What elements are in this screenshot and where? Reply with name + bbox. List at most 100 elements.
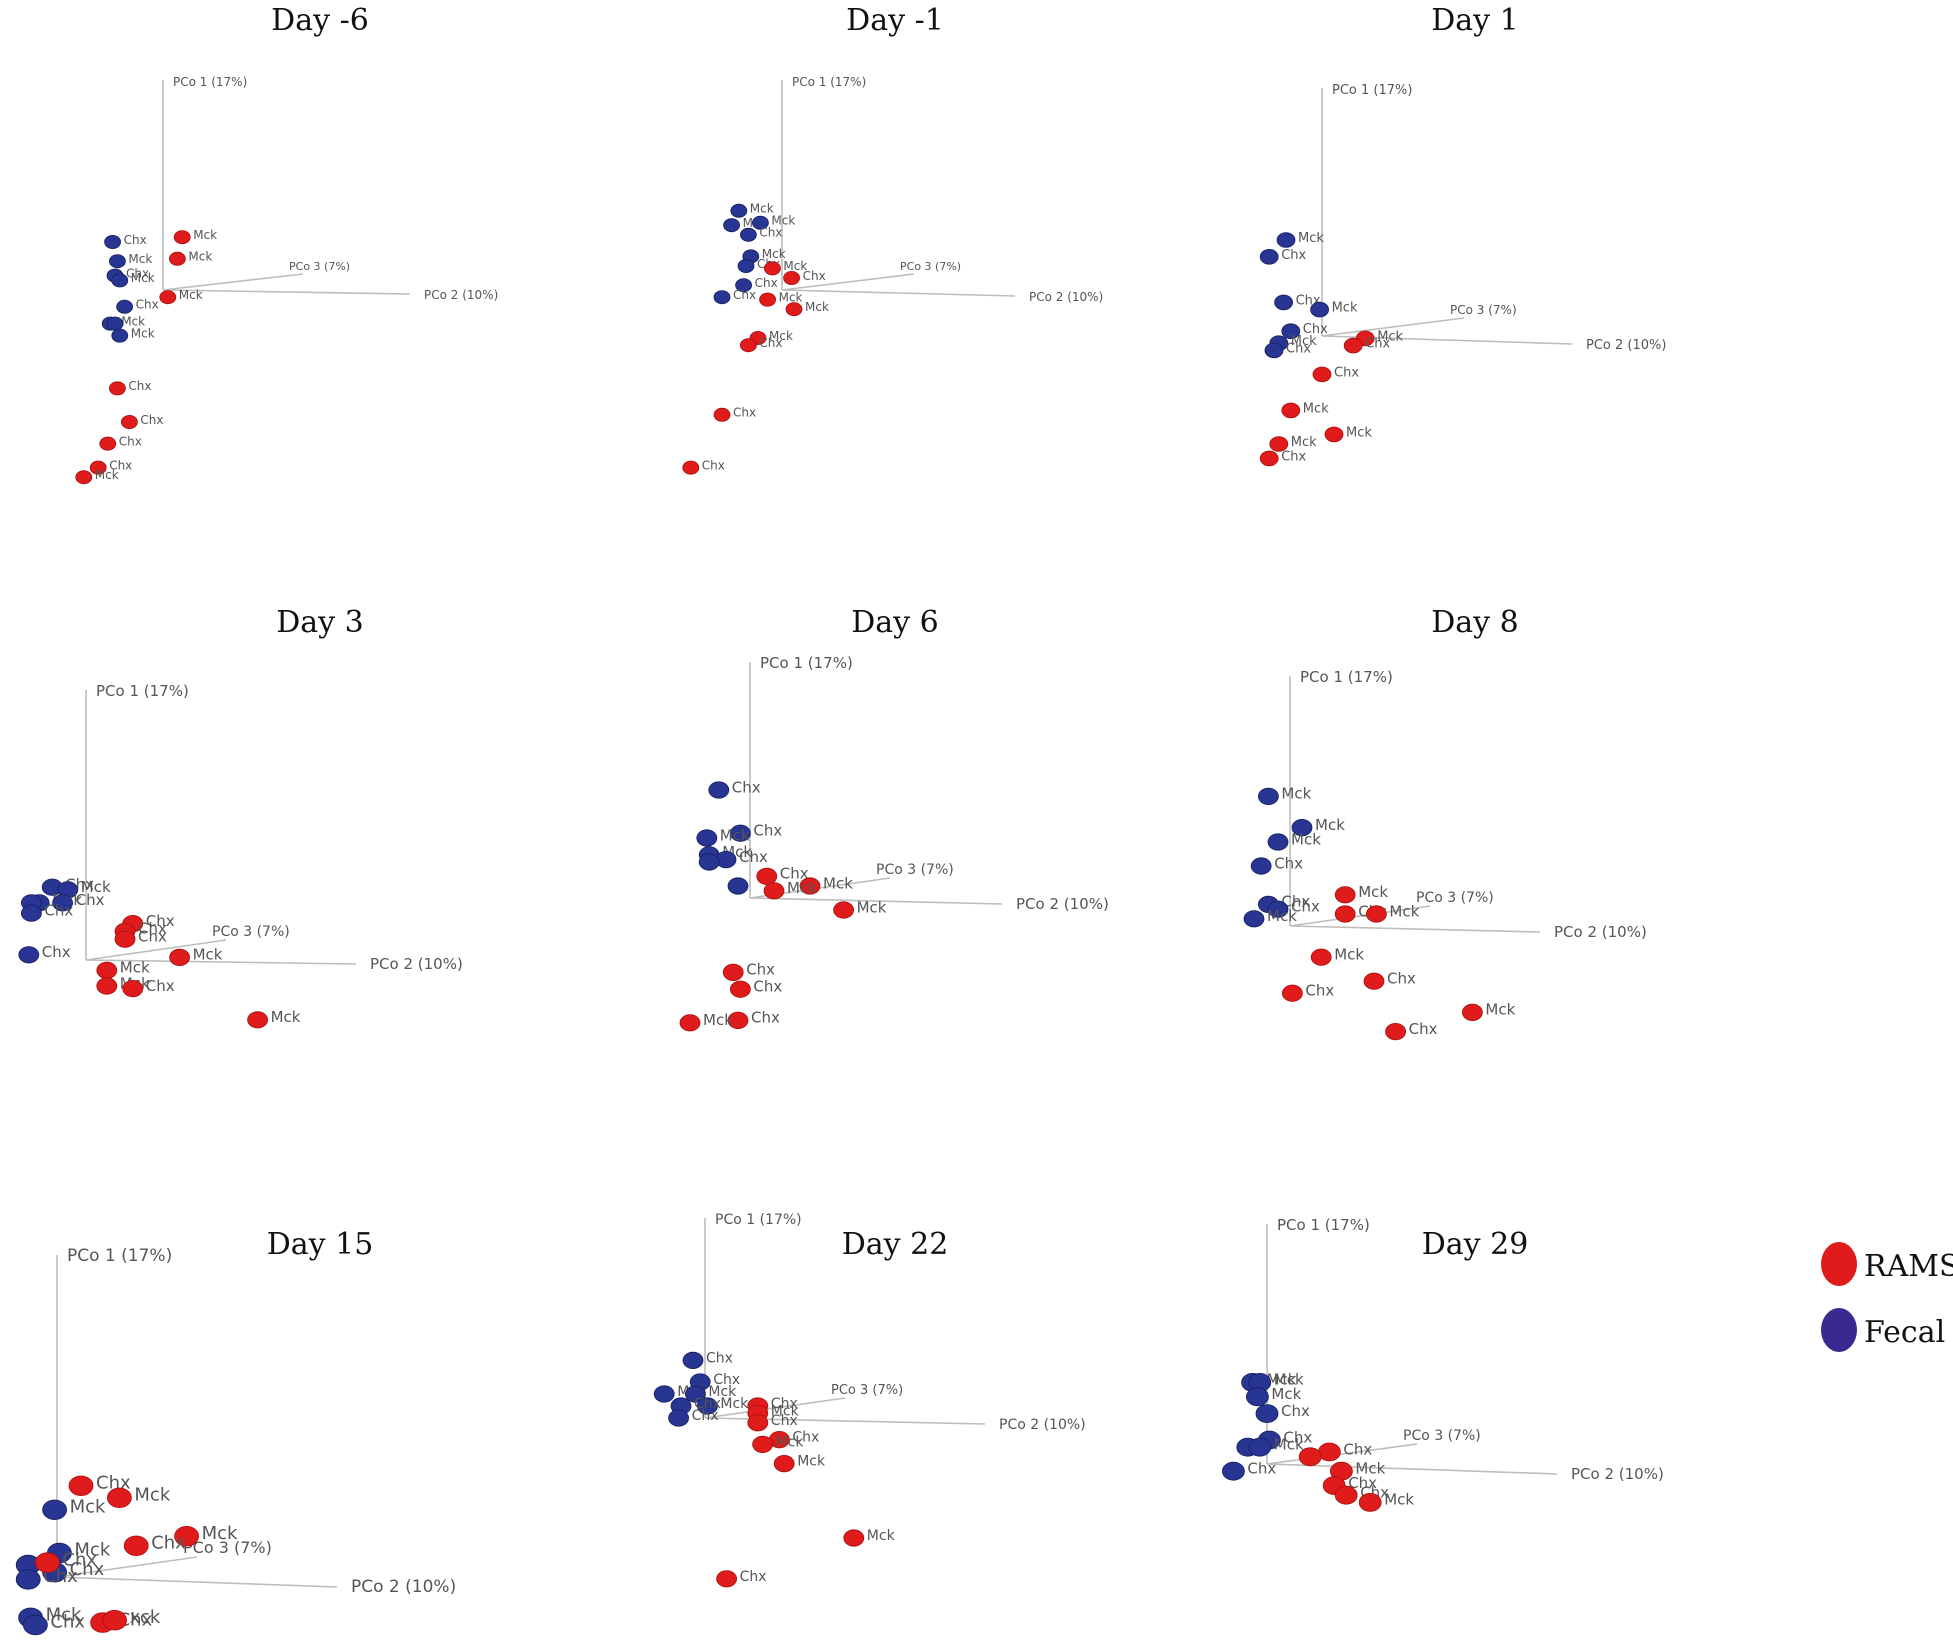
- axis-label-pco2: PCo 2 (10%): [999, 1417, 1086, 1433]
- rams-point: [159, 290, 177, 305]
- axis-label-pco1: PCo 1 (17%): [1332, 83, 1412, 98]
- rams-point: [1334, 1485, 1358, 1505]
- fecal-point: [42, 1499, 67, 1521]
- axis-label-pco1: PCo 1 (17%): [792, 75, 866, 89]
- point-label: Chx: [1305, 982, 1334, 1000]
- point-label: Mck: [771, 214, 795, 228]
- fecal-point: [730, 203, 748, 218]
- point-label: Chx: [126, 266, 149, 280]
- rams-point: [756, 867, 778, 886]
- rams-point: [68, 1475, 94, 1497]
- point-label: Mck: [128, 252, 152, 266]
- point-label: Chx: [140, 413, 163, 427]
- axis-label-pco2: PCo 2 (10%): [1586, 338, 1666, 353]
- fecal-point: [685, 1385, 706, 1403]
- rams-point: [35, 1552, 60, 1573]
- point-label: Chx: [1348, 1474, 1377, 1492]
- point-label: Mck: [750, 202, 774, 216]
- point-label: Chx: [1303, 322, 1328, 337]
- point-label: Chx: [70, 1559, 105, 1580]
- legend-label-rams: RAMS: [1864, 1249, 1953, 1284]
- rams-point: [120, 414, 138, 429]
- rams-point: [1334, 905, 1356, 923]
- rams-point: [1358, 1493, 1382, 1512]
- fecal-point: [682, 1351, 704, 1370]
- point-label: xck: [130, 1607, 161, 1628]
- axis-label-pco1: PCo 1 (17%): [760, 654, 853, 672]
- point-label: Chx: [759, 226, 782, 240]
- point-label: Mck: [1358, 883, 1388, 901]
- point-label: Chx: [1365, 337, 1390, 352]
- point-label: Mck: [1346, 425, 1372, 440]
- rams-point: [1334, 886, 1356, 904]
- point-label: Chx: [792, 1430, 819, 1446]
- point-label: Chx: [119, 434, 142, 448]
- point-label: Chx: [746, 961, 775, 979]
- fecal-point: [111, 328, 129, 343]
- point-label: Mck: [797, 1454, 826, 1470]
- fecal-point: [730, 824, 751, 842]
- rams-point: [107, 1487, 132, 1509]
- axis-label-pco3: PCo 3 (7%): [289, 260, 350, 273]
- point-label: Chx: [1281, 1402, 1310, 1420]
- pcoa-panel: Day 29 PCo 1 (17%) PCo 2 (10%) PCo 3 (7%) Mc…: [1222, 1216, 1664, 1512]
- fecal-point: [1276, 232, 1296, 248]
- rams-point: [247, 1011, 269, 1029]
- fecal-point: [1248, 1437, 1272, 1457]
- axis-label-pco3: PCo 3 (7%): [1450, 303, 1517, 317]
- rams-point: [740, 338, 757, 353]
- fecal-point: [1250, 857, 1272, 875]
- point-label: Mck: [708, 1384, 737, 1400]
- fecal-point: [1267, 833, 1289, 851]
- panel-title: Day 8: [1431, 605, 1519, 640]
- axis-pco3: [162, 273, 304, 291]
- fecal-point: [1258, 787, 1279, 806]
- rams-point: [716, 1570, 737, 1588]
- point-label: Mck: [1274, 1371, 1304, 1389]
- point-label: Mck: [1291, 435, 1317, 450]
- panel-title: Day 22: [842, 1227, 949, 1262]
- rams-point: [713, 407, 731, 422]
- fecal-point: [116, 299, 133, 314]
- rams-point: [783, 270, 800, 285]
- fecal-point: [696, 829, 718, 847]
- rams-point: [75, 470, 93, 485]
- point-label: Mck: [720, 1396, 749, 1412]
- rams-point: [1366, 905, 1387, 923]
- point-label: Mck: [779, 290, 803, 304]
- axis-label-pco2: PCo 2 (10%): [1016, 895, 1109, 913]
- axis-pco2: [1266, 1463, 1558, 1475]
- point-label: Mck: [1291, 334, 1317, 349]
- fecal-point: [1243, 910, 1265, 928]
- point-label: Chx: [753, 822, 782, 840]
- rams-point: [1318, 1442, 1341, 1462]
- rams-point: [679, 1014, 701, 1032]
- fecal-point: [737, 258, 755, 273]
- point-label: Mck: [823, 874, 853, 892]
- point-label: Chx: [1387, 970, 1416, 988]
- rams-point: [727, 1011, 749, 1030]
- rams-point: [109, 381, 126, 396]
- point-label: Chx: [1281, 248, 1306, 263]
- point-label: Mck: [46, 1605, 82, 1626]
- point-label: Chx: [771, 1396, 798, 1412]
- point-label: Mck: [202, 1523, 238, 1544]
- fecal-point: [18, 946, 40, 964]
- fecal-point: [1246, 1387, 1269, 1407]
- axis-label-pco3: PCo 3 (7%): [831, 1383, 903, 1398]
- fecal-point: [752, 215, 769, 230]
- point-label: Mck: [1389, 902, 1419, 920]
- rams-point: [752, 1435, 773, 1454]
- point-label: Mck: [776, 1435, 805, 1451]
- point-label: Mck: [70, 1497, 106, 1518]
- point-label: Mck: [720, 826, 750, 844]
- axis-label-pco2: PCo 2 (10%): [424, 288, 498, 302]
- point-label: Chx: [1247, 1460, 1276, 1478]
- fecal-point: [111, 273, 129, 288]
- point-label: Chx: [780, 865, 809, 883]
- point-label: Chx: [128, 379, 151, 393]
- point-label: Chx: [1334, 365, 1359, 380]
- point-label: Chx: [1281, 893, 1310, 911]
